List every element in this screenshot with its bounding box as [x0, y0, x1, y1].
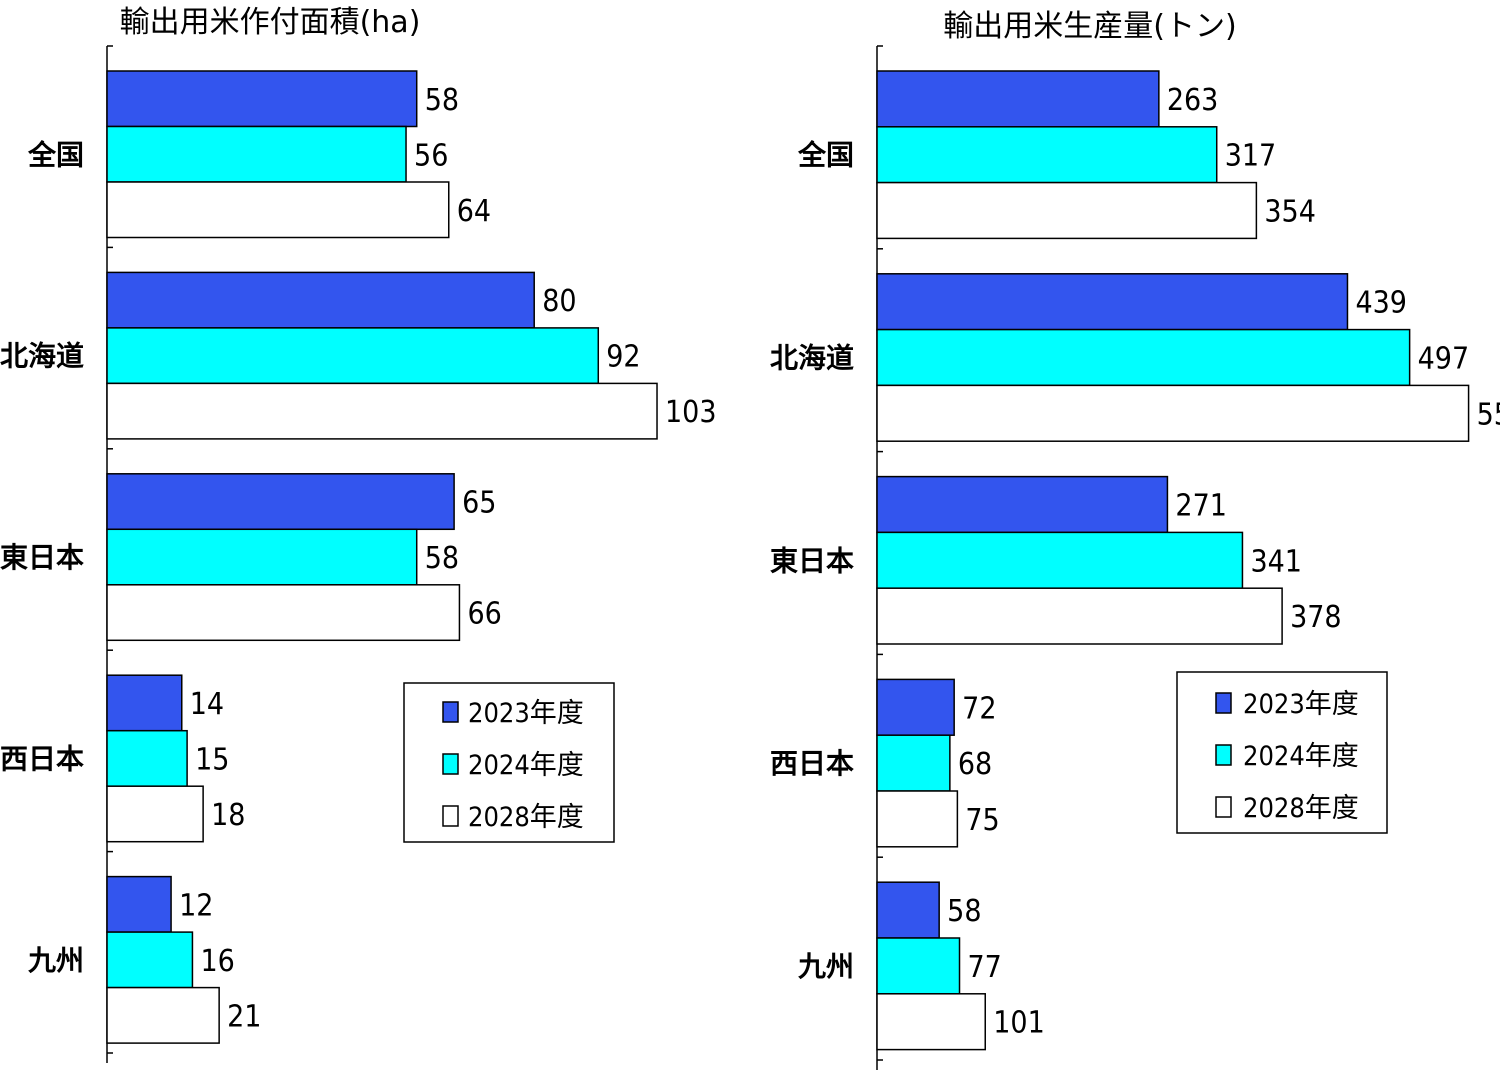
category-label: 九州	[798, 950, 854, 983]
legend-swatch	[442, 701, 459, 723]
category-label: 全国	[27, 138, 84, 171]
bar-value-label: 341	[1250, 544, 1302, 579]
bar-s2023	[876, 475, 1169, 534]
legend: 2023年度 2024年度 2028年度	[1176, 671, 1388, 834]
bar-value-label: 64	[457, 194, 491, 229]
bar-value-label: 75	[965, 803, 999, 838]
category-label: 北海道	[770, 342, 854, 375]
bar-s2023	[106, 70, 418, 128]
bar-value-label: 271	[1175, 489, 1227, 524]
legend-label: 2028年度	[1243, 793, 1359, 824]
bar-s2024	[876, 126, 1218, 184]
legend-box	[403, 682, 615, 843]
bar-s2023	[106, 271, 535, 329]
bar-s2028	[876, 790, 959, 848]
bar-s2024	[106, 931, 194, 989]
bar-s2028	[106, 584, 461, 642]
bar-value-label: 58	[425, 83, 459, 118]
bar-s2024	[106, 528, 418, 586]
bar-s2028	[876, 384, 1470, 442]
bar-value-label: 15	[195, 742, 229, 777]
legend-label: 2028年度	[468, 802, 584, 833]
category-label: 東日本	[770, 544, 854, 577]
legend-box	[1176, 671, 1388, 834]
bar-s2023	[106, 473, 455, 531]
legend-label: 2023年度	[468, 698, 584, 729]
bar-value-label: 65	[462, 486, 496, 521]
legend: 2023年度 2024年度 2028年度	[403, 682, 615, 843]
bar-value-label: 92	[606, 340, 640, 375]
legend-swatch	[442, 753, 459, 775]
category-label: 西日本	[0, 742, 84, 775]
area-chart-panel: 輸出用米作付面積(ha) 全国585664北海道8092103東日本655866…	[0, 5, 717, 1063]
bar-value-label: 263	[1167, 83, 1219, 118]
bar-value-label: 58	[947, 894, 981, 929]
bar-value-label: 12	[179, 888, 213, 923]
bar-value-label: 77	[968, 950, 1002, 985]
bar-value-label: 21	[227, 999, 261, 1034]
bar-s2023	[106, 674, 183, 732]
bar-s2024	[876, 328, 1411, 387]
bar-s2028	[106, 785, 204, 843]
bar-value-label: 72	[962, 691, 996, 726]
bar-value-label: 354	[1264, 195, 1316, 230]
legend-swatch	[442, 805, 459, 827]
bar-s2023	[106, 875, 172, 933]
bar-value-label: 552	[1477, 397, 1500, 432]
legend-swatch	[1215, 796, 1232, 818]
bar-value-label: 80	[542, 284, 576, 319]
bar-value-label: 101	[993, 1006, 1045, 1041]
bar-value-label: 497	[1418, 342, 1470, 377]
legend-swatch	[1215, 692, 1232, 714]
production-chart-title: 輸出用米生産量(トン)	[943, 9, 1236, 44]
bar-value-label: 103	[665, 395, 717, 430]
category-label: 西日本	[770, 747, 854, 780]
bar-value-label: 58	[425, 541, 459, 576]
bar-s2028	[876, 993, 986, 1051]
bar-s2028	[876, 587, 1283, 645]
bar-value-label: 378	[1290, 600, 1342, 635]
bar-s2028	[876, 181, 1258, 240]
bar-s2024	[876, 531, 1244, 589]
bar-value-label: 14	[190, 687, 224, 722]
bar-s2024	[106, 125, 407, 183]
category-label: 北海道	[0, 340, 84, 373]
legend-swatch	[1215, 744, 1232, 766]
legend-label: 2024年度	[1243, 741, 1359, 772]
bar-s2024	[106, 327, 600, 385]
category-label: 全国	[797, 139, 854, 172]
bar-s2028	[106, 382, 658, 440]
legend-label: 2023年度	[1243, 689, 1359, 720]
bar-value-label: 439	[1355, 286, 1407, 321]
bar-value-label: 18	[211, 798, 245, 833]
bar-s2023	[876, 273, 1349, 331]
category-label: 東日本	[0, 541, 84, 574]
area-chart-title: 輸出用米作付面積(ha)	[120, 5, 421, 40]
bar-value-label: 56	[414, 138, 448, 173]
bar-s2024	[876, 734, 951, 792]
bar-value-label: 317	[1225, 139, 1277, 174]
bar-value-label: 16	[200, 944, 234, 979]
bar-s2028	[106, 986, 220, 1044]
bar-s2023	[876, 678, 955, 736]
bar-value-label: 66	[467, 597, 501, 632]
bar-s2023	[876, 70, 1160, 128]
bar-s2023	[876, 881, 940, 939]
bar-s2028	[106, 181, 450, 239]
bar-s2024	[106, 729, 188, 787]
bar-value-label: 68	[958, 747, 992, 782]
bar-s2024	[876, 937, 961, 995]
legend-label: 2024年度	[468, 750, 584, 781]
category-label: 九州	[28, 944, 84, 977]
